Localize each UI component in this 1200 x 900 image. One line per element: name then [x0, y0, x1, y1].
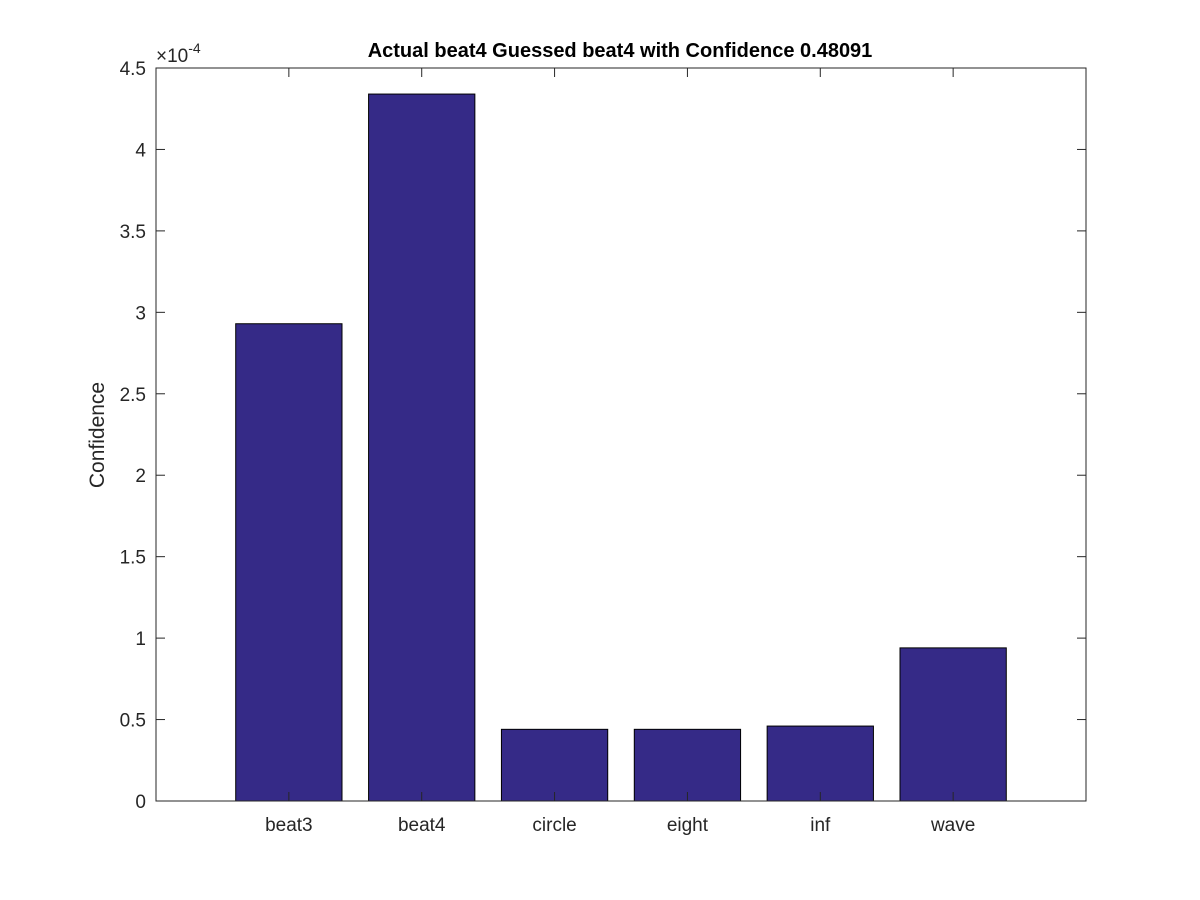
- x-tick-label-eight: eight: [667, 815, 709, 836]
- y-axis-title: Confidence: [86, 382, 109, 488]
- y-tick-label: 2: [135, 466, 146, 487]
- x-tick-label-inf: inf: [810, 815, 831, 836]
- bars-group: [235, 93, 1007, 802]
- y-tick-label: 4: [135, 140, 146, 161]
- bar-wave: [899, 647, 1007, 802]
- y-tick-label: 0.5: [120, 711, 146, 732]
- y-exponent-power: -4: [188, 40, 201, 56]
- y-tick-label: 1.5: [120, 548, 146, 569]
- tick-labels-group: 0 0.5 1 1.5 2 2.5 3 3.5 4 4.5 beat3 beat4 circle eigh…: [120, 59, 976, 836]
- y-exponent-label: ×10-4: [156, 40, 201, 67]
- x-tick-label-wave: wave: [930, 815, 975, 836]
- y-exponent-multiplier: ×10: [156, 46, 188, 67]
- axes-box: [155, 67, 1087, 802]
- x-tick-label-circle: circle: [532, 815, 576, 836]
- axes-group: [155, 67, 1087, 802]
- bar-circle: [500, 728, 609, 802]
- bar-inf: [766, 725, 874, 802]
- chart-title: Actual beat4 Guessed beat4 with Confiden…: [368, 40, 873, 62]
- y-tick-label: 1: [135, 629, 146, 650]
- y-tick-label: 3: [135, 303, 146, 324]
- plot-area: 0 0.5 1 1.5 2 2.5 3 3.5 4 4.5 beat3 beat4 circle eigh…: [120, 59, 1087, 836]
- ticks-group: [156, 67, 1086, 802]
- y-tick-label: 3.5: [120, 222, 146, 243]
- bar-beat4: [368, 93, 476, 802]
- bar-eight: [633, 728, 742, 802]
- y-tick-label: 2.5: [120, 385, 146, 406]
- y-tick-label: 4.5: [120, 59, 146, 80]
- y-tick-label: 0: [135, 792, 146, 813]
- bar-beat3: [235, 323, 343, 802]
- x-tick-label-beat4: beat4: [398, 815, 446, 836]
- x-tick-label-beat3: beat3: [265, 815, 313, 836]
- svg-text:×10-4: ×10-4: [156, 40, 201, 67]
